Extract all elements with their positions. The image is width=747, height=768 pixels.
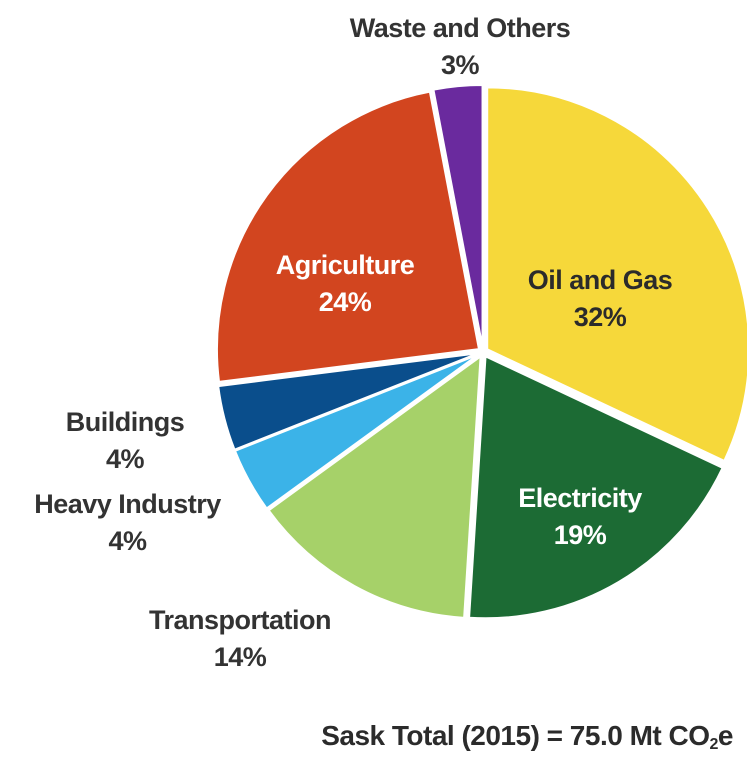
label-buildings: Buildings 4%: [35, 404, 215, 478]
label-agriculture-value: 24%: [318, 287, 372, 317]
label-transportation-value: 14%: [213, 642, 267, 672]
label-agriculture-name: Agriculture: [275, 250, 415, 280]
slice-buildings: [217, 352, 479, 451]
label-heavy-industry: Heavy Industry 4%: [5, 486, 250, 560]
slice-heavy-industry: [233, 353, 480, 510]
label-waste-and-others-value: 3%: [440, 50, 480, 80]
total-prefix: Sask Total (2015) = 75.0 Mt CO: [321, 720, 710, 751]
slice-transportation: [267, 354, 482, 619]
label-electricity: Electricity 19%: [485, 480, 675, 554]
slice-waste-and-others: [432, 84, 484, 348]
label-electricity-value: 19%: [553, 520, 607, 550]
label-heavy-industry-name: Heavy Industry: [34, 489, 221, 519]
label-waste-and-others: Waste and Others 3%: [310, 10, 610, 84]
total-suffix: e: [717, 720, 734, 751]
label-buildings-name: Buildings: [65, 407, 185, 437]
slice-oil-and-gas: [486, 86, 747, 463]
label-agriculture: Agriculture 24%: [245, 247, 445, 321]
slice-agriculture: [216, 90, 481, 384]
label-waste-and-others-name: Waste and Others: [349, 13, 571, 43]
label-electricity-name: Electricity: [518, 483, 642, 513]
label-oil-and-gas-name: Oil and Gas: [527, 265, 673, 295]
label-transportation-name: Transportation: [148, 605, 332, 635]
label-buildings-value: 4%: [105, 444, 145, 474]
label-heavy-industry-value: 4%: [108, 526, 147, 556]
label-transportation: Transportation 14%: [125, 602, 355, 676]
slice-electricity: [468, 354, 724, 620]
total-footnote: Sask Total (2015) = 75.0 Mt CO2e: [321, 720, 733, 754]
label-oil-and-gas: Oil and Gas 32%: [500, 262, 700, 336]
total-subscript: 2: [709, 736, 719, 753]
label-oil-and-gas-value: 32%: [573, 302, 627, 332]
